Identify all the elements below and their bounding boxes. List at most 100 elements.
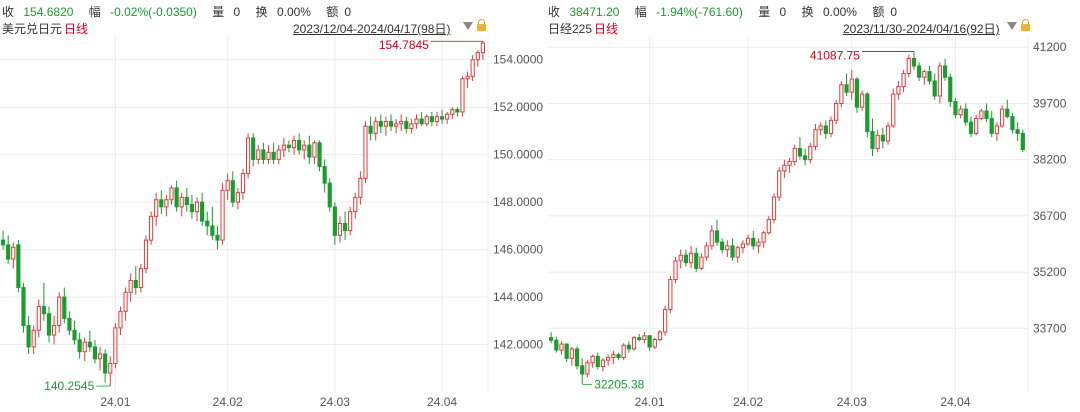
nikkei-panel: 收 38471.20 幅 -1.94%(-761.60) 量 0 换 0.00%… (546, 0, 1080, 412)
candle-body (276, 149, 281, 160)
candle-body (215, 234, 220, 241)
candle-body (67, 317, 72, 331)
volume-label: 量 (758, 5, 771, 19)
candle-body (818, 125, 823, 131)
lock-icon[interactable] (1021, 19, 1030, 31)
candle-body (342, 222, 348, 232)
x-tick-label: 24.03 (320, 395, 350, 409)
candle-body (917, 65, 922, 78)
y-tick-label: 144.0000 (493, 290, 543, 304)
candle-body (870, 131, 875, 149)
candle-body (174, 187, 179, 208)
dropdown-triangle-icon[interactable] (1007, 22, 1017, 30)
candle-body (1015, 129, 1020, 134)
candle-body (849, 78, 854, 93)
candle-body (322, 166, 327, 184)
volume-value: 0 (233, 5, 241, 19)
candle-body (450, 109, 455, 115)
candle-body (777, 170, 782, 198)
y-tick-label: 148.0000 (493, 195, 543, 209)
candle-body (860, 93, 865, 108)
candle-body (968, 121, 974, 134)
candle-body (1020, 132, 1025, 151)
candle-body (297, 139, 302, 151)
candle-body (699, 256, 704, 269)
candle-body (787, 161, 792, 166)
y-tick-label: 142.0000 (493, 338, 543, 352)
candle-body (585, 362, 590, 375)
candle-body (128, 279, 133, 293)
candle-body (210, 225, 215, 236)
candle-body (761, 232, 766, 243)
candle-body (844, 84, 849, 93)
candle-body (164, 199, 169, 208)
y-tick-label: 35200 (1033, 265, 1067, 279)
candle-body (647, 335, 652, 348)
candle-body (720, 241, 725, 251)
candle-body (118, 310, 123, 329)
candle-body (424, 116, 429, 125)
candle-body (979, 110, 984, 119)
y-tick-label: 152.0000 (493, 100, 543, 114)
candle-body (327, 182, 332, 208)
candle-body (480, 42, 485, 54)
candle-body (251, 137, 256, 160)
candle-body (554, 339, 559, 351)
candle-body (108, 363, 113, 374)
candle-body (419, 118, 424, 125)
candle-body (580, 365, 585, 375)
candle-body (291, 139, 297, 149)
candle-body (974, 117, 979, 134)
nikkei-candlestick-chart: 41200 39700 38200 36700 35200 33700 24.01 24.02… (548, 36, 1067, 409)
amount-label: 额 (326, 5, 339, 19)
y-tick-label: 41200 (1033, 40, 1067, 54)
candle-body (782, 164, 787, 172)
candle-body (626, 344, 631, 350)
candle-body (751, 237, 756, 247)
candle-body (87, 341, 92, 348)
change-label: 幅 (88, 5, 101, 19)
candle-body (942, 65, 948, 78)
y-tick-label: 33700 (1033, 321, 1067, 335)
candle-body (663, 309, 668, 333)
candle-body (358, 177, 363, 198)
candle-body (11, 246, 16, 260)
candle-body (16, 244, 21, 289)
candle-body (271, 151, 276, 160)
nikkei-stats-row: 收 38471.20 幅 -1.94%(-761.60) 量 0 换 0.00%… (548, 3, 909, 20)
candle-body (891, 93, 896, 127)
candle-body (989, 117, 994, 134)
candle-body (549, 337, 554, 341)
dropdown-triangle-icon[interactable] (463, 22, 473, 30)
lock-icon[interactable] (477, 19, 486, 31)
candle-body (725, 245, 730, 251)
high-annotation: 41087.75 (810, 48, 860, 62)
candle-body (159, 199, 164, 208)
candle-body (808, 146, 813, 161)
candle-body (179, 196, 184, 208)
candle-body (709, 230, 714, 247)
candle-body (21, 287, 26, 327)
y-tick-label: 38200 (1033, 153, 1067, 167)
candle-body (6, 244, 11, 260)
candle-body (261, 149, 266, 160)
nikkei-title-row: 日经225 日线 (548, 20, 624, 37)
candle-body (771, 196, 777, 221)
candle-body (735, 247, 740, 258)
volume-value: 0 (779, 5, 787, 19)
candle-body (637, 337, 642, 341)
candle-body (266, 151, 271, 160)
candle-body (668, 279, 673, 311)
candle-body (302, 144, 307, 151)
usdjpy-header: 收 154.6820 幅 -0.02%(-0.0350) 量 0 换 0.00%… (0, 0, 546, 36)
candle-body (922, 71, 927, 78)
candle-body (26, 325, 31, 348)
candle-body (616, 354, 621, 359)
date-range-selector[interactable]: 2023/12/04-2024/04/17(98日) (293, 22, 451, 36)
candle-body (138, 268, 143, 289)
date-range-selector[interactable]: 2023/11/30-2024/04/16(92日) (843, 22, 1000, 36)
candle-body (839, 84, 844, 104)
candle-body (455, 109, 460, 113)
candle-body (52, 325, 57, 336)
candle-body (220, 189, 225, 241)
